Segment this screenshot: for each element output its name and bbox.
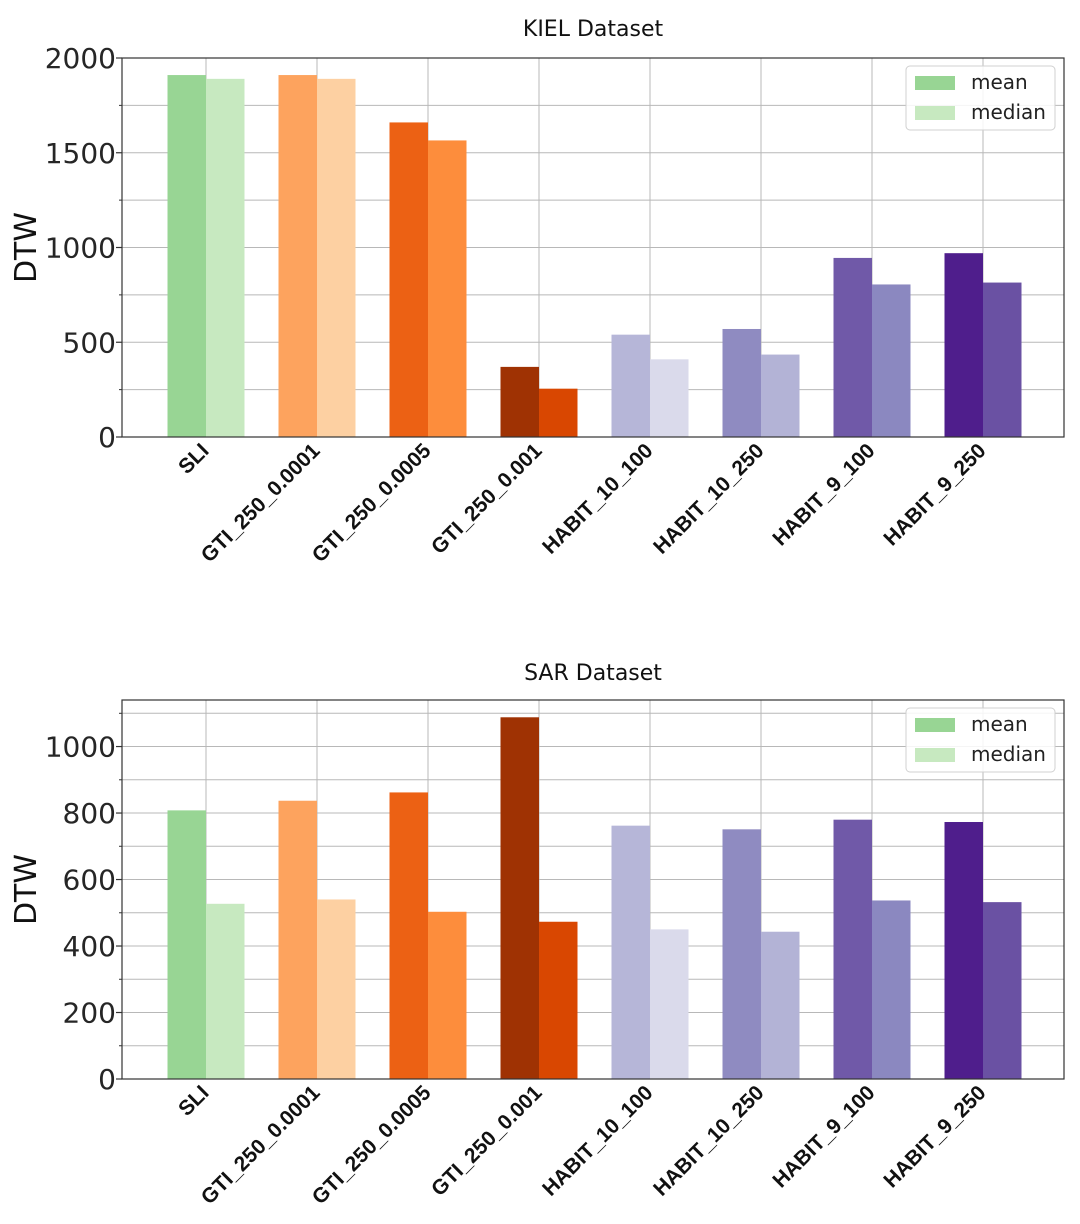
y-axis-label: DTW xyxy=(9,854,44,925)
x-tick-label: GTI_250_0.0001 xyxy=(197,439,325,567)
bar-median-GTI_250_0.0001 xyxy=(317,78,356,437)
y-tick-label: 600 xyxy=(63,864,116,897)
bar-median-HABIT_9_250 xyxy=(983,282,1022,437)
x-tick-label: HABIT_9_250 xyxy=(879,1081,990,1192)
legend-label-median: median xyxy=(971,742,1046,766)
x-tick-label: GTI_250_0.0001 xyxy=(197,1081,325,1209)
bar-median-HABIT_10_100 xyxy=(650,359,689,437)
bar-mean-HABIT_10_100 xyxy=(611,825,650,1079)
y-tick-label: 1000 xyxy=(45,232,116,265)
legend-swatch-mean xyxy=(915,718,955,732)
bar-mean-GTI_250_0.0001 xyxy=(278,75,317,438)
y-tick-label: 1000 xyxy=(45,731,116,764)
chart-1: SAR DatasetDTW02004006008001000SLIGTI_25… xyxy=(9,661,1065,1209)
x-tick-label: HABIT_9_100 xyxy=(768,1081,879,1192)
bar-median-HABIT_10_250 xyxy=(761,931,800,1079)
x-tick-label: HABIT_10_100 xyxy=(538,439,657,558)
y-tick-label: 800 xyxy=(63,797,116,830)
chart-title: KIEL Dataset xyxy=(523,17,664,42)
plot-frame xyxy=(121,699,1065,1080)
x-tick-label: HABIT_9_250 xyxy=(879,439,990,550)
legend: mean median xyxy=(905,707,1056,773)
bar-median-HABIT_9_100 xyxy=(872,284,911,437)
bar-mean-GTI_250_0.0005 xyxy=(389,792,428,1079)
bar-median-GTI_250_0.0005 xyxy=(428,140,467,437)
x-tick-label: GTI_250_0.001 xyxy=(427,1081,547,1201)
bar-median-GTI_250_0.0005 xyxy=(428,911,467,1079)
plot-frame xyxy=(121,57,1065,438)
bar-median-GTI_250_0.001 xyxy=(539,388,578,437)
bar-median-SLI xyxy=(206,903,245,1079)
bar-mean-HABIT_10_100 xyxy=(611,334,650,437)
y-axis-label: DTW xyxy=(9,212,44,283)
bar-median-GTI_250_0.001 xyxy=(539,921,578,1079)
bar-mean-GTI_250_0.0005 xyxy=(389,122,428,438)
bar-mean-HABIT_9_250 xyxy=(944,822,983,1079)
chart-title: SAR Dataset xyxy=(524,661,662,686)
bar-mean-HABIT_10_250 xyxy=(722,829,761,1079)
legend-label-median: median xyxy=(971,100,1046,124)
bar-median-HABIT_10_250 xyxy=(761,354,800,437)
y-tick-label: 500 xyxy=(63,326,116,359)
bar-mean-SLI xyxy=(167,810,206,1079)
x-tick-label: GTI_250_0.0005 xyxy=(308,439,436,567)
y-tick-label: 0 xyxy=(98,1063,116,1096)
bar-mean-GTI_250_0.0001 xyxy=(278,800,317,1079)
x-tick-label: GTI_250_0.001 xyxy=(427,439,547,559)
legend: mean median xyxy=(905,65,1056,131)
bar-mean-HABIT_10_250 xyxy=(722,328,761,437)
bar-mean-HABIT_9_250 xyxy=(944,253,983,437)
y-tick-label: 200 xyxy=(63,997,116,1030)
y-tick-label: 2000 xyxy=(45,42,116,75)
y-tick-label: 0 xyxy=(98,421,116,454)
x-tick-label: HABIT_10_100 xyxy=(538,1081,657,1200)
bar-mean-HABIT_9_100 xyxy=(833,257,872,437)
legend-swatch-median xyxy=(915,748,955,762)
bar-mean-HABIT_9_100 xyxy=(833,819,872,1079)
x-tick-label: HABIT_9_100 xyxy=(768,439,879,550)
bar-median-HABIT_9_250 xyxy=(983,902,1022,1079)
x-tick-label: HABIT_10_250 xyxy=(649,1081,768,1200)
legend-label-mean: mean xyxy=(971,70,1028,94)
legend-swatch-median xyxy=(915,106,955,120)
x-tick-label: GTI_250_0.0005 xyxy=(308,1081,436,1209)
bar-mean-GTI_250_0.001 xyxy=(500,366,539,437)
bar-median-HABIT_10_100 xyxy=(650,929,689,1079)
x-tick-label: SLI xyxy=(174,1081,213,1120)
chart-0: KIEL DatasetDTW0500100015002000SLIGTI_25… xyxy=(9,17,1065,567)
bar-median-HABIT_9_100 xyxy=(872,900,911,1079)
bar-median-SLI xyxy=(206,78,245,437)
y-tick-label: 400 xyxy=(63,930,116,963)
bar-mean-SLI xyxy=(167,75,206,438)
legend-label-mean: mean xyxy=(971,712,1028,736)
bar-median-GTI_250_0.0001 xyxy=(317,899,356,1079)
bar-mean-GTI_250_0.001 xyxy=(500,717,539,1079)
x-tick-label: HABIT_10_250 xyxy=(649,439,768,558)
x-tick-label: SLI xyxy=(174,439,213,478)
legend-swatch-mean xyxy=(915,76,955,90)
y-tick-label: 1500 xyxy=(45,137,116,170)
